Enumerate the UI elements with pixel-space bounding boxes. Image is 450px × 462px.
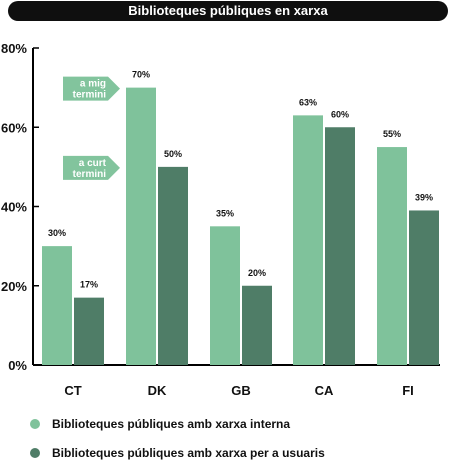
legend-swatch-users xyxy=(30,448,40,458)
bar-dk-series-1 xyxy=(126,87,156,365)
legend-item-internal: Biblioteques públiques amb xarxa interna xyxy=(30,415,430,433)
bar-value-label: 35% xyxy=(216,208,234,218)
y-tick-label: 0% xyxy=(8,358,27,373)
bar-value-label: 17% xyxy=(80,280,98,290)
annotation-label-line2: termini xyxy=(73,169,107,180)
bar-fi-series-1 xyxy=(377,147,407,365)
bar-dk-series-2 xyxy=(158,166,188,365)
annotation-label-line1: a mig xyxy=(80,79,106,90)
y-tick-label: 20% xyxy=(1,279,27,294)
bar-value-label: 60% xyxy=(331,109,349,119)
y-tick-label: 40% xyxy=(1,200,27,215)
bar-value-label: 63% xyxy=(299,97,317,107)
x-tick-label: DK xyxy=(148,383,167,398)
bar-gb-series-2 xyxy=(242,285,272,365)
legend-swatch-internal xyxy=(30,419,40,429)
legend-item-users: Biblioteques públiques amb xarxa per a u… xyxy=(30,444,430,462)
bar-value-label: 70% xyxy=(132,70,150,80)
y-tick-label: 60% xyxy=(1,120,27,135)
annotation-label-line1: a curt xyxy=(79,158,107,169)
bar-ca-series-1 xyxy=(293,115,323,365)
bar-value-label: 30% xyxy=(48,228,66,238)
bar-value-label: 50% xyxy=(164,149,182,159)
bar-value-label: 39% xyxy=(415,192,433,202)
bar-ct-series-2 xyxy=(74,297,104,365)
bar-value-label: 20% xyxy=(248,268,266,278)
annotation-arrow-1 xyxy=(63,76,120,101)
x-tick-label: CT xyxy=(64,383,81,398)
legend-label-users: Biblioteques públiques amb xarxa per a u… xyxy=(52,446,325,460)
x-tick-label: GB xyxy=(231,383,251,398)
bar-ca-series-2 xyxy=(325,127,355,365)
y-tick-label: 80% xyxy=(1,41,27,56)
bar-fi-series-2 xyxy=(409,210,439,365)
bar-ct-series-1 xyxy=(42,246,72,365)
x-tick-label: FI xyxy=(402,383,414,398)
legend-label-internal: Biblioteques públiques amb xarxa interna xyxy=(52,417,291,431)
chart-title: Biblioteques públiques en xarxa xyxy=(8,1,448,21)
annotation-arrow-2 xyxy=(63,155,120,180)
bar-value-label: 55% xyxy=(383,129,401,139)
annotation-label-line2: termini xyxy=(73,90,107,101)
bar-gb-series-1 xyxy=(210,226,240,365)
x-tick-label: CA xyxy=(315,383,334,398)
